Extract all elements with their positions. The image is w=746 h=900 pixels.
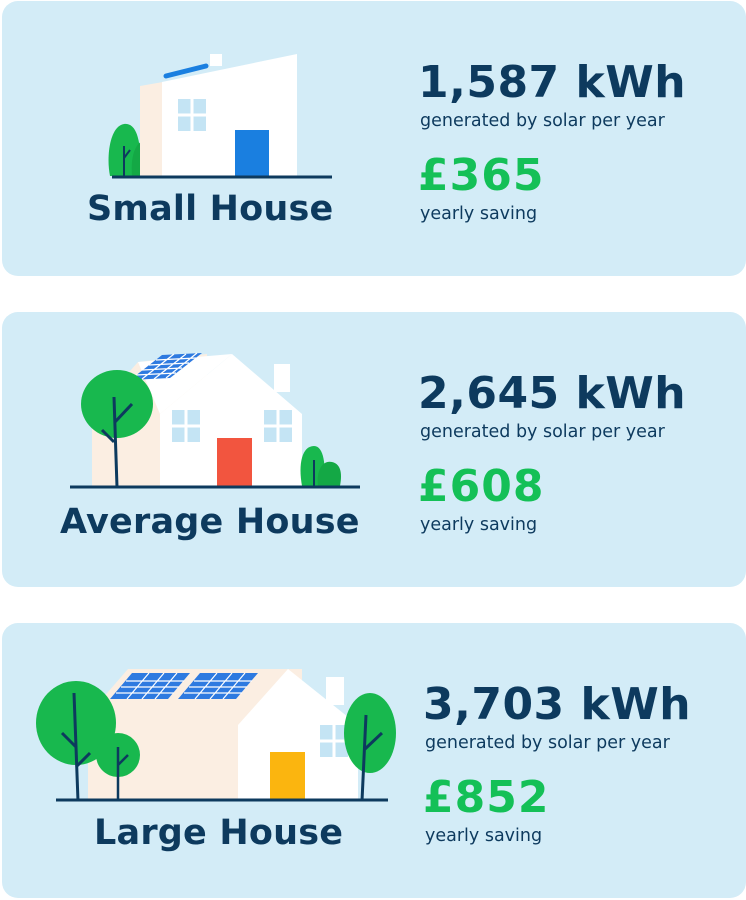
solar-panel-icon xyxy=(178,672,258,700)
large-house-illustration xyxy=(36,669,396,802)
window-icon xyxy=(178,99,206,131)
house-icon xyxy=(88,669,358,799)
energy-caption: generated by solar per year xyxy=(420,111,665,131)
tree-icon xyxy=(36,681,116,802)
saving-caption: yearly saving xyxy=(420,515,538,535)
saving-value: £852 xyxy=(423,772,550,823)
small-house-illustration xyxy=(108,54,332,179)
house-icon xyxy=(140,54,297,176)
tree-icon xyxy=(96,733,140,801)
saving-value: £608 xyxy=(418,461,545,512)
door-icon xyxy=(217,438,252,486)
energy-caption: generated by solar per year xyxy=(420,422,665,442)
large-house-card: Large House 3,703 kWh generated by solar… xyxy=(2,623,746,898)
energy-value: 1,587 kWh xyxy=(418,57,687,108)
house-label: Average House xyxy=(60,502,360,542)
average-house-illustration xyxy=(70,352,360,489)
tree-icon xyxy=(81,370,153,488)
energy-value: 3,703 kWh xyxy=(423,679,692,730)
saving-value: £365 xyxy=(418,150,545,201)
solar-panel-icon xyxy=(110,672,190,700)
bush-icon xyxy=(300,446,342,486)
window-icon xyxy=(172,410,200,442)
door-icon xyxy=(270,752,305,799)
tree-icon xyxy=(344,693,396,802)
solar-panel-icon xyxy=(163,63,209,79)
saving-caption: yearly saving xyxy=(425,826,543,846)
window-icon xyxy=(320,725,348,757)
solar-panel-icon xyxy=(130,352,202,380)
energy-value: 2,645 kWh xyxy=(418,368,687,419)
window-icon xyxy=(264,410,292,442)
average-house-card: Average House 2,645 kWh generated by sol… xyxy=(2,312,746,587)
small-house-card: Small House 1,587 kWh generated by solar… xyxy=(2,1,746,276)
saving-caption: yearly saving xyxy=(420,204,538,224)
energy-caption: generated by solar per year xyxy=(425,733,670,753)
door-icon xyxy=(235,130,269,176)
house-icon xyxy=(92,352,302,486)
house-label: Small House xyxy=(87,189,334,229)
house-label: Large House xyxy=(94,813,344,853)
